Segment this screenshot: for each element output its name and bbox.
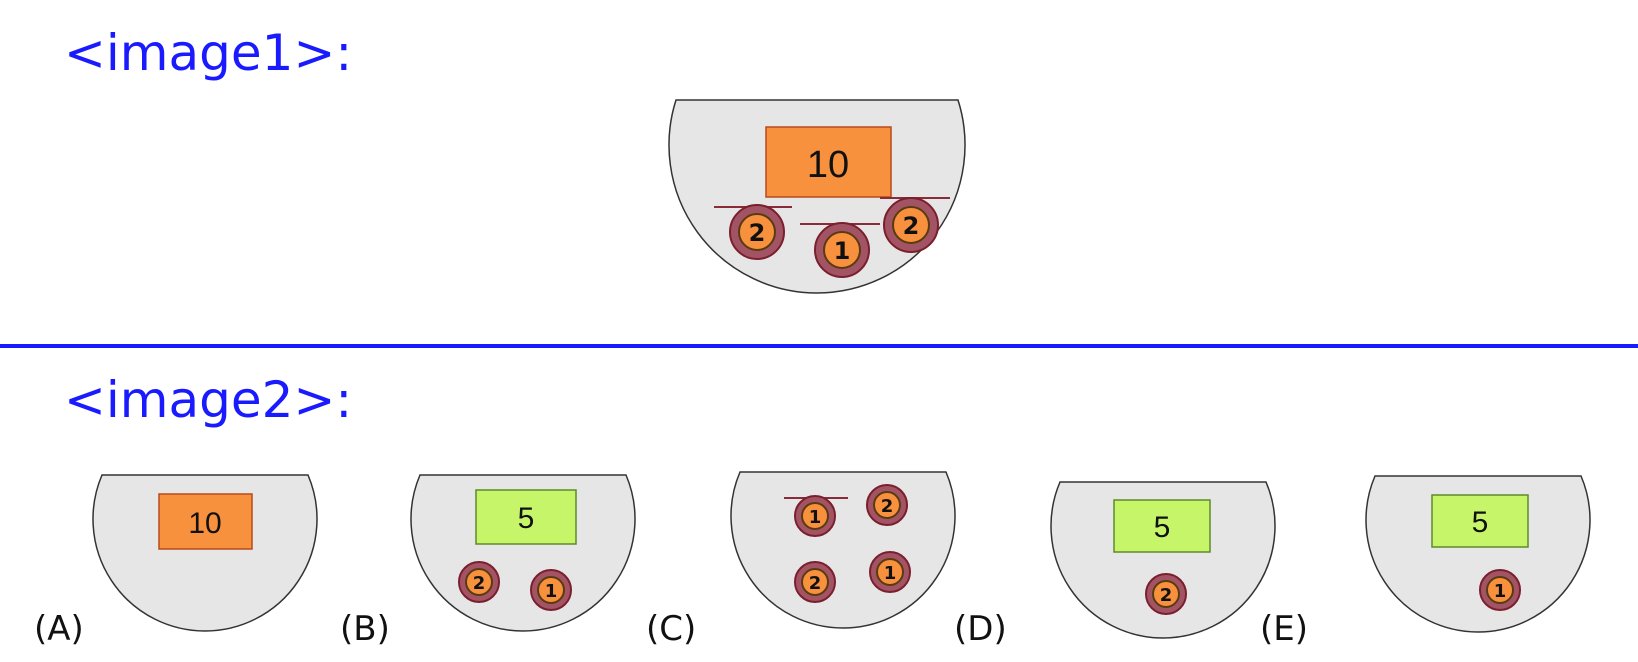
- option-c-label: (C): [646, 609, 697, 649]
- option-e-label: (E): [1260, 609, 1309, 649]
- value-label: 10: [807, 144, 849, 186]
- coin: 2: [458, 561, 500, 603]
- value-box: [765, 126, 892, 198]
- coin-label: 1: [1494, 581, 1507, 602]
- coin: 1: [869, 551, 911, 593]
- option-b-bowl[interactable]: 5 2 1: [410, 474, 636, 632]
- coin-label: 1: [809, 507, 822, 528]
- coin-label: 2: [809, 573, 822, 594]
- coin: 2: [729, 204, 785, 260]
- option-b-label: (B): [340, 609, 390, 649]
- value-box: [158, 493, 253, 550]
- coin: 2: [1145, 573, 1187, 615]
- value-box: [475, 489, 577, 545]
- coin-label: 2: [473, 573, 486, 594]
- value-label: 10: [188, 507, 221, 540]
- value-box: [1113, 499, 1211, 553]
- coin-label: 2: [1160, 585, 1173, 606]
- coin-label: 1: [884, 563, 897, 584]
- coin: 2: [866, 484, 908, 526]
- coin: 1: [814, 222, 870, 278]
- option-a-bowl[interactable]: 10: [92, 474, 318, 632]
- value-box: [1431, 494, 1529, 548]
- coin: 1: [530, 569, 572, 611]
- coin: 2: [883, 197, 939, 253]
- coin-label: 2: [881, 496, 894, 517]
- option-a-label: (A): [34, 609, 84, 649]
- value-label: 5: [518, 502, 535, 535]
- image1-label: <image1>:: [64, 24, 353, 82]
- coin: 1: [794, 495, 836, 537]
- question-bowl: 10 2 1 2: [668, 99, 966, 294]
- section-divider: [0, 344, 1638, 348]
- option-d-bowl[interactable]: 5 2: [1050, 481, 1276, 639]
- coin: 1: [1479, 569, 1521, 611]
- coin-label: 1: [834, 237, 851, 265]
- image2-label: <image2>:: [64, 371, 353, 429]
- coin-label: 2: [749, 219, 766, 247]
- option-d-label: (D): [954, 609, 1007, 649]
- value-label: 5: [1154, 511, 1171, 544]
- coin: 2: [794, 561, 836, 603]
- option-e-bowl[interactable]: 5 1: [1365, 475, 1591, 633]
- option-c-bowl[interactable]: 1 2 2 1: [730, 471, 956, 629]
- coin-label: 1: [545, 581, 558, 602]
- value-label: 5: [1472, 506, 1489, 539]
- coin-label: 2: [903, 212, 920, 240]
